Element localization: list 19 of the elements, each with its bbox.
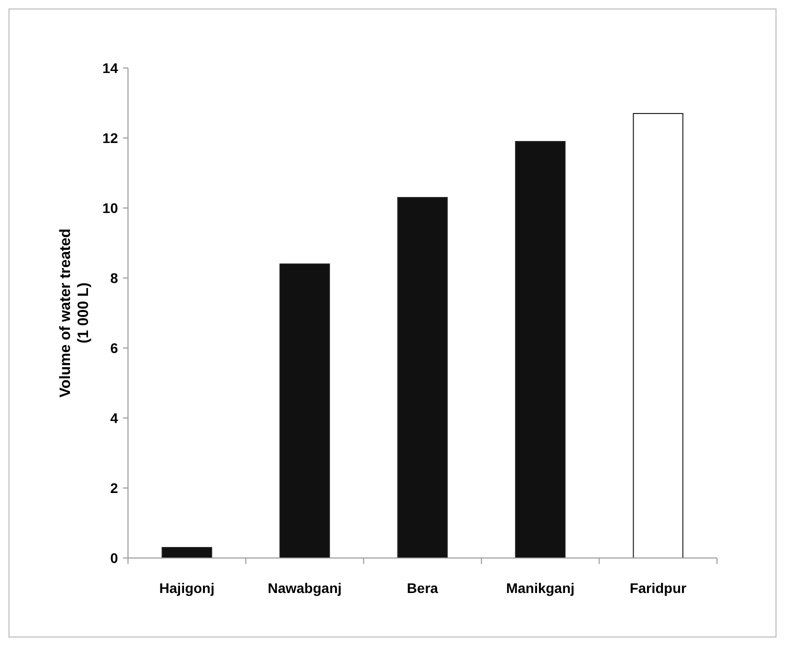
bar: [632, 113, 684, 558]
x-tick-label: Hajigonj: [159, 580, 215, 596]
y-tick-label: 10: [102, 200, 118, 216]
y-axis-title: Volume of water treated (1 000 L): [57, 228, 92, 398]
bar: [162, 547, 212, 558]
bar: [279, 264, 330, 558]
y-tick-label: 14: [102, 60, 118, 76]
x-tick-label: Bera: [406, 580, 438, 596]
y-tick-label: 4: [110, 410, 118, 426]
y-tick-label: 2: [110, 480, 118, 496]
x-tick-label: Manikganj: [506, 580, 575, 596]
bar: [397, 197, 448, 558]
y-tick-label: 12: [102, 130, 118, 146]
bar: [515, 141, 566, 558]
x-tick-label: Faridpur: [630, 580, 688, 596]
y-tick-label: 0: [110, 550, 118, 566]
y-tick-label: 8: [110, 270, 118, 286]
y-tick-label: 6: [110, 340, 118, 356]
x-tick-label: Nawabganj: [268, 580, 342, 596]
